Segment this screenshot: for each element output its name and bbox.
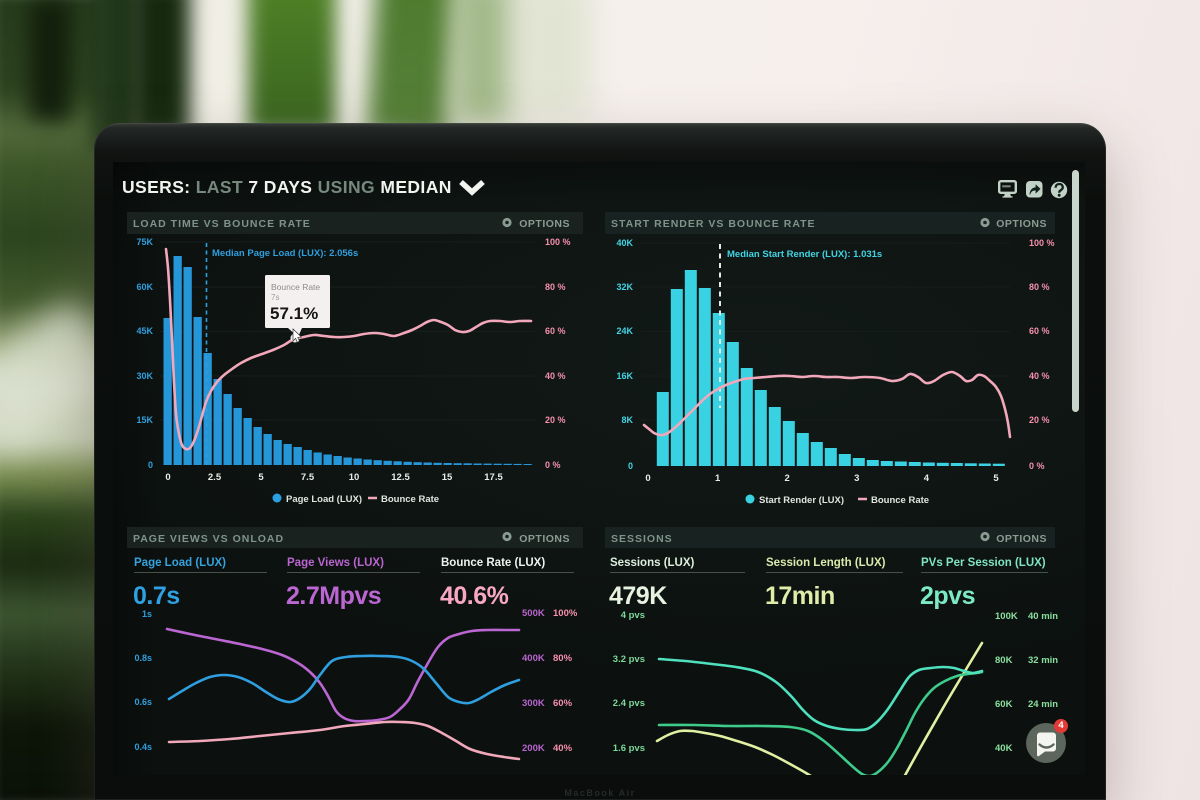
- svg-text:75K: 75K: [136, 237, 153, 247]
- svg-text:LOAD TIME VS BOUNCE RATE: LOAD TIME VS BOUNCE RATE: [133, 218, 311, 230]
- svg-text:17min: 17min: [765, 582, 835, 610]
- svg-text:40%: 40%: [553, 743, 573, 754]
- svg-text:24K: 24K: [616, 326, 633, 336]
- svg-text:PAGE VIEWS VS ONLOAD: PAGE VIEWS VS ONLOAD: [133, 533, 284, 545]
- svg-text:40K: 40K: [995, 743, 1013, 754]
- svg-text:24 min: 24 min: [1028, 699, 1058, 710]
- svg-text:1.6 pvs: 1.6 pvs: [613, 743, 645, 754]
- svg-text:Median Page Load (LUX): 2.056s: Median Page Load (LUX): 2.056s: [212, 248, 358, 259]
- svg-text:4 pvs: 4 pvs: [621, 610, 645, 621]
- svg-text:5: 5: [993, 473, 999, 484]
- svg-text:Bounce Rate: Bounce Rate: [871, 495, 929, 506]
- svg-text:0: 0: [628, 461, 633, 471]
- svg-text:START RENDER VS BOUNCE RATE: START RENDER VS BOUNCE RATE: [611, 218, 816, 230]
- svg-text:100 %: 100 %: [545, 237, 571, 247]
- svg-text:32K: 32K: [616, 282, 633, 292]
- svg-text:15: 15: [442, 472, 453, 483]
- svg-text:0 %: 0 %: [1029, 461, 1045, 471]
- svg-text:2: 2: [785, 473, 790, 484]
- svg-text:0: 0: [645, 473, 650, 484]
- svg-text:2pvs: 2pvs: [920, 582, 975, 610]
- svg-text:16K: 16K: [616, 371, 633, 381]
- svg-text:80 %: 80 %: [1029, 282, 1050, 292]
- svg-text:60 %: 60 %: [545, 326, 566, 336]
- svg-text:0 %: 0 %: [545, 460, 561, 470]
- svg-text:5: 5: [258, 472, 264, 483]
- svg-text:Page Views (LUX): Page Views (LUX): [287, 557, 384, 569]
- svg-text:0: 0: [165, 472, 170, 483]
- svg-text:20 %: 20 %: [1029, 415, 1050, 425]
- svg-text:Bounce Rate: Bounce Rate: [381, 494, 439, 505]
- svg-text:60K: 60K: [136, 282, 153, 292]
- svg-text:7.5: 7.5: [301, 472, 315, 483]
- svg-text:17.5: 17.5: [484, 472, 503, 483]
- svg-text:3.2 pvs: 3.2 pvs: [613, 654, 645, 665]
- svg-text:0: 0: [148, 460, 153, 470]
- svg-text:40 min: 40 min: [1028, 611, 1058, 622]
- svg-text:1s: 1s: [142, 609, 152, 619]
- svg-text:2.5: 2.5: [208, 472, 222, 483]
- svg-text:0.8s: 0.8s: [134, 653, 152, 663]
- svg-text:2.4 pvs: 2.4 pvs: [613, 698, 645, 709]
- svg-text:20 %: 20 %: [545, 415, 566, 425]
- svg-text:Page Load (LUX): Page Load (LUX): [134, 557, 226, 569]
- svg-text:400K: 400K: [522, 653, 545, 664]
- svg-text:40.6%: 40.6%: [440, 582, 509, 610]
- svg-text:80 %: 80 %: [545, 282, 566, 292]
- svg-text:4: 4: [924, 473, 930, 484]
- svg-text:OPTIONS: OPTIONS: [519, 218, 570, 230]
- svg-text:Bounce Rate: Bounce Rate: [271, 282, 320, 292]
- svg-text:80K: 80K: [995, 655, 1013, 666]
- svg-text:0.4s: 0.4s: [134, 742, 152, 752]
- svg-text:12.5: 12.5: [391, 472, 410, 483]
- svg-text:57.1%: 57.1%: [270, 304, 318, 323]
- svg-text:60%: 60%: [553, 698, 573, 709]
- svg-text:500K: 500K: [522, 608, 545, 619]
- svg-text:100%: 100%: [553, 608, 578, 619]
- svg-text:40 %: 40 %: [1029, 371, 1050, 381]
- svg-text:2.7Mpvs: 2.7Mpvs: [286, 582, 381, 610]
- svg-text:Sessions (LUX): Sessions (LUX): [610, 557, 695, 569]
- svg-text:Bounce Rate (LUX): Bounce Rate (LUX): [441, 557, 545, 569]
- svg-text:200K: 200K: [522, 743, 545, 754]
- svg-text:300K: 300K: [522, 698, 545, 709]
- svg-text:10: 10: [349, 472, 360, 483]
- svg-text:40 %: 40 %: [545, 371, 566, 381]
- svg-text:PVs Per Session (LUX): PVs Per Session (LUX): [921, 557, 1046, 569]
- svg-text:SESSIONS: SESSIONS: [611, 533, 673, 545]
- svg-text:Start Render (LUX): Start Render (LUX): [759, 495, 844, 506]
- svg-text:40K: 40K: [616, 238, 633, 248]
- svg-text:Session Length (LUX): Session Length (LUX): [766, 557, 886, 569]
- svg-text:7s: 7s: [271, 293, 279, 302]
- svg-text:OPTIONS: OPTIONS: [996, 218, 1047, 230]
- svg-text:OPTIONS: OPTIONS: [996, 533, 1047, 545]
- svg-text:100K: 100K: [995, 611, 1018, 622]
- svg-text:60 %: 60 %: [1029, 326, 1050, 336]
- svg-text:45K: 45K: [136, 326, 153, 336]
- svg-text:15K: 15K: [136, 415, 153, 425]
- svg-text:8K: 8K: [621, 415, 633, 425]
- svg-text:3: 3: [854, 473, 859, 484]
- svg-text:Median Start Render (LUX): 1.0: Median Start Render (LUX): 1.031s: [727, 249, 882, 260]
- svg-text:1: 1: [715, 473, 721, 484]
- svg-text:OPTIONS: OPTIONS: [519, 533, 570, 545]
- svg-text:0.7s: 0.7s: [133, 582, 180, 610]
- svg-text:Page Load (LUX): Page Load (LUX): [286, 494, 362, 505]
- svg-text:80%: 80%: [553, 653, 573, 664]
- svg-text:30K: 30K: [136, 371, 153, 381]
- svg-text:60K: 60K: [995, 699, 1013, 710]
- svg-text:100 %: 100 %: [1029, 238, 1055, 248]
- svg-text:32 min: 32 min: [1028, 655, 1058, 666]
- svg-text:479K: 479K: [609, 582, 667, 610]
- svg-text:0.6s: 0.6s: [134, 697, 152, 707]
